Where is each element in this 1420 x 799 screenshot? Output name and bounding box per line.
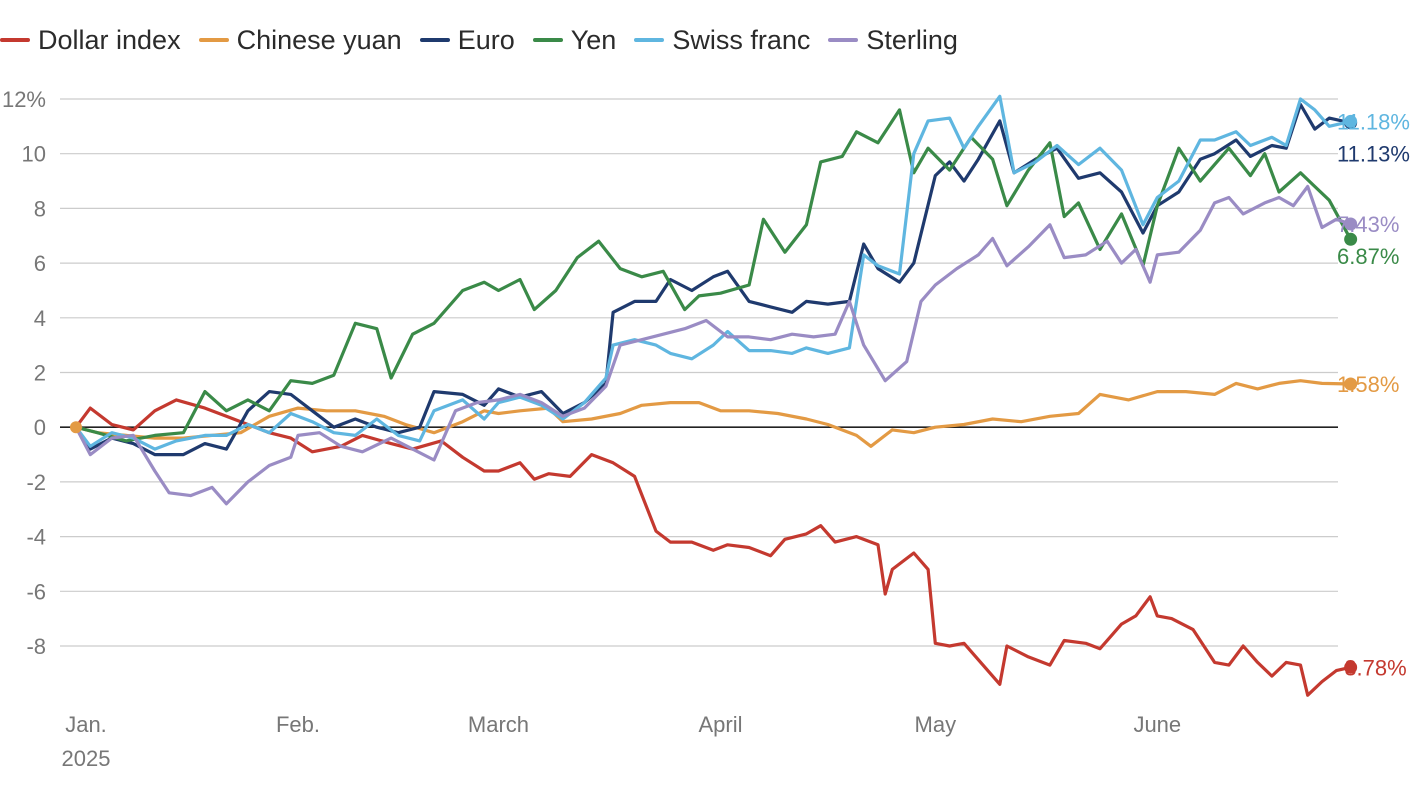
x-tick-label: Jan. [65,712,107,737]
legend-item: Dollar index [0,25,181,56]
x-tick-label: May [915,712,957,737]
y-axis-ticks: 12% 10 8 6 4 2 0 -2 -4 -6 -8 [2,87,46,659]
y-tick-label: -2 [26,470,46,495]
y-tick-label: -4 [26,525,46,550]
x-tick-label: March [468,712,529,737]
legend-label: Yen [570,24,617,55]
y-tick-label: 4 [34,306,46,331]
series-lines [70,94,1358,697]
y-tick-label: 2 [34,361,46,386]
series-line [74,398,1353,697]
legend-item: Sterling [828,25,958,56]
y-tick-label: 0 [34,415,46,440]
x-axis-ticks: Jan. 2025 Feb. March April May June [62,712,1182,771]
series-end-label: 7.43% [1337,212,1399,237]
x-tick-label: June [1133,712,1181,737]
series-end-label: 11.13% [1337,141,1410,166]
series-end-dot [1344,217,1358,231]
series-end-label: -8.78% [1337,655,1407,680]
end-labels: 11.18% 11.13% 7.43% 6.87% 1.58% -8.78% [1337,109,1410,680]
legend-label: Sterling [866,24,958,55]
legend-label: Swiss franc [672,24,811,55]
series-line [74,94,1353,451]
legend-swatch [419,38,450,42]
series-end-dot [1344,377,1358,391]
legend-item: Swiss franc [634,25,810,56]
x-tick-label: April [698,712,742,737]
y-tick-label: 12% [2,87,46,112]
legend-swatch [828,38,859,42]
legend-swatch [634,38,665,42]
legend-swatch [198,38,229,42]
y-tick-label: 6 [34,251,46,276]
series-end-label: 6.87% [1337,244,1399,269]
x-tick-label: Feb. [276,712,320,737]
legend-label: Euro [457,24,515,55]
series-line [74,102,1353,457]
series-line [74,379,1353,448]
legend-item: Chinese yuan [198,24,402,56]
series-end-label: 1.58% [1337,372,1399,397]
series-end-dot [1344,114,1358,128]
series-line [74,108,1353,443]
legend-item: Yen [532,24,617,56]
legend-swatch [532,38,563,42]
x-tick-sublabel: 2025 [62,746,111,771]
series-end-dot [1344,232,1358,246]
grid-lines [60,98,1338,647]
legend-item: Euro [419,24,515,56]
series-line [74,184,1353,506]
legend: Dollar index Chinese yuan Euro Yen Swiss fra… [0,22,976,58]
legend-swatch [0,38,30,42]
y-tick-label: 10 [22,142,46,167]
y-tick-label: -6 [26,579,46,604]
legend-label: Dollar index [38,24,181,55]
legend-label: Chinese yuan [236,24,402,55]
series-start-dot [70,421,82,434]
y-tick-label: 8 [34,196,46,221]
series-end-dot [1344,660,1358,674]
series-end-label: 11.18% [1337,109,1410,134]
y-tick-label: -8 [26,634,46,659]
